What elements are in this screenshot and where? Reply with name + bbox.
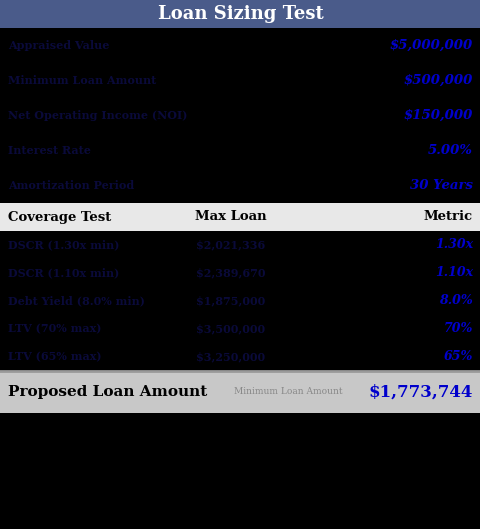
Text: Loan Sizing Test: Loan Sizing Test xyxy=(157,5,323,23)
Text: Debt Yield (8.0% min): Debt Yield (8.0% min) xyxy=(8,296,144,306)
Bar xyxy=(0,371,480,413)
Text: LTV (65% max): LTV (65% max) xyxy=(8,351,101,362)
Text: Max Loan: Max Loan xyxy=(195,211,266,223)
Text: $150,000: $150,000 xyxy=(403,109,472,122)
Text: $5,000,000: $5,000,000 xyxy=(389,39,472,52)
Bar xyxy=(0,0,480,28)
Text: $3,500,000: $3,500,000 xyxy=(196,324,265,334)
Text: 70%: 70% xyxy=(443,323,472,335)
Text: $1,875,000: $1,875,000 xyxy=(196,296,265,306)
Text: Minimum Loan Amount: Minimum Loan Amount xyxy=(234,388,342,397)
Bar xyxy=(0,203,480,231)
Text: Minimum Loan Amount: Minimum Loan Amount xyxy=(8,75,156,86)
Bar xyxy=(0,231,480,371)
Text: $500,000: $500,000 xyxy=(403,74,472,87)
Text: Appraised Value: Appraised Value xyxy=(8,40,109,51)
Text: Net Operating Income (NOI): Net Operating Income (NOI) xyxy=(8,110,187,121)
Text: 1.30x: 1.30x xyxy=(434,239,472,251)
Text: $2,021,336: $2,021,336 xyxy=(196,240,265,251)
Text: $2,389,670: $2,389,670 xyxy=(196,268,265,278)
Text: 30 Years: 30 Years xyxy=(409,179,472,192)
Text: DSCR (1.10x min): DSCR (1.10x min) xyxy=(8,268,119,278)
Text: 8.0%: 8.0% xyxy=(438,295,472,307)
Text: LTV (70% max): LTV (70% max) xyxy=(8,324,101,334)
Text: Coverage Test: Coverage Test xyxy=(8,211,111,223)
Text: 65%: 65% xyxy=(443,351,472,363)
Text: Amortization Period: Amortization Period xyxy=(8,180,134,191)
Text: $3,250,000: $3,250,000 xyxy=(196,351,265,362)
Bar xyxy=(0,28,480,203)
Text: Metric: Metric xyxy=(423,211,472,223)
Text: Interest Rate: Interest Rate xyxy=(8,145,91,156)
Text: $1,773,744: $1,773,744 xyxy=(368,384,472,400)
Text: 1.10x: 1.10x xyxy=(434,267,472,279)
Text: Proposed Loan Amount: Proposed Loan Amount xyxy=(8,385,207,399)
Text: DSCR (1.30x min): DSCR (1.30x min) xyxy=(8,240,119,251)
Text: 5.00%: 5.00% xyxy=(427,144,472,157)
